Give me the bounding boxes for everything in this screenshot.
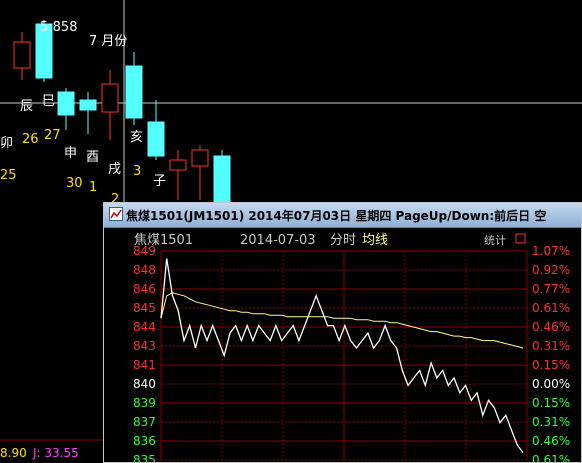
kline-annotation: 申 <box>64 146 78 161</box>
stats-toggle-box[interactable] <box>515 233 526 244</box>
price-tick-label: 848 <box>133 263 156 277</box>
kline-annotation: 辰 <box>20 99 34 114</box>
price-tick-label: 839 <box>133 396 156 410</box>
avg-line-label: 均线 <box>362 233 388 248</box>
price-tick-label: 845 <box>133 301 156 315</box>
pct-tick-label: 0.61% <box>532 301 570 315</box>
indicator-j-value: J: 33.55 <box>33 446 79 460</box>
price-tick-label: 846 <box>133 282 156 296</box>
indicator-left-value: 8.90 <box>0 446 27 460</box>
kline-annotation: 30 <box>66 176 83 191</box>
kline-candle <box>213 155 231 206</box>
kline-annotation: 25 <box>0 168 17 183</box>
pct-tick-label: 0.15% <box>532 396 570 410</box>
popup-title: 焦煤1501(JM1501) 2014年07月03日 星期四 PageUp/Do… <box>126 209 547 223</box>
kline-candle <box>169 159 187 171</box>
pct-tick-label: 0.77% <box>532 282 570 296</box>
popup-title-bar[interactable]: 焦煤1501(JM1501) 2014年07月03日 星期四 PageUp/Do… <box>104 203 581 228</box>
price-tick-label: 843 <box>133 339 156 353</box>
price-tick-label: 841 <box>133 358 156 372</box>
pct-tick-label: 0.46% <box>532 434 570 448</box>
pct-tick-label: 0.46% <box>532 320 570 334</box>
kline-annotation: 酉 <box>86 150 100 165</box>
pct-tick-label: 1.07% <box>532 244 570 258</box>
chart-symbol: 焦煤1501 <box>134 233 193 248</box>
pct-tick-label: 0.00% <box>532 377 570 391</box>
kline-candle <box>79 99 97 111</box>
price-tick-label: 844 <box>133 320 156 334</box>
kline-candle <box>147 121 165 157</box>
stats-button[interactable]: 统计 <box>484 234 506 247</box>
average-price-line <box>160 292 524 349</box>
kline-annotation: 亥 <box>130 130 144 145</box>
kline-candle <box>125 65 143 119</box>
kline-annotation: 巳 <box>42 94 56 109</box>
chart-date: 2014-07-03 <box>240 233 316 248</box>
kline-annotation: 子 <box>153 174 167 189</box>
kline-candle <box>13 41 31 69</box>
kline-annotation: 戌 <box>108 162 122 177</box>
kline-annotation: 26 <box>22 132 39 147</box>
price-tick-label: 840 <box>133 377 156 391</box>
kline-annotation: 3 <box>133 164 142 179</box>
pct-tick-label: 0.15% <box>532 358 570 372</box>
kline-annotation: 7 月份 <box>89 34 128 49</box>
price-tick-label: 837 <box>133 415 156 429</box>
kline-annotation: 1 <box>89 180 98 195</box>
kline-candle <box>35 23 53 79</box>
chart-mode: 分时 <box>330 233 356 248</box>
kline-annotation: 5:858 <box>40 20 78 35</box>
kline-annotation: 2 <box>111 192 120 207</box>
intraday-popup-window[interactable]: 焦煤1501(JM1501) 2014年07月03日 星期四 PageUp/Do… <box>103 202 582 463</box>
price-tick-label: 835 <box>133 453 156 462</box>
kline-candle <box>101 83 119 113</box>
kline-candle <box>57 91 75 116</box>
pct-tick-label: 0.92% <box>532 263 570 277</box>
pct-tick-label: 0.31% <box>532 339 570 353</box>
price-tick-label: 836 <box>133 434 156 448</box>
chart-window-icon <box>109 207 123 221</box>
kline-candle <box>191 149 209 167</box>
pct-tick-label: 0.31% <box>532 415 570 429</box>
price-line <box>160 258 524 453</box>
price-tick-label: 849 <box>133 244 156 258</box>
kline-annotation: 27 <box>44 128 61 143</box>
intraday-chart: 焦煤1501 2014-07-03 分时 均线 统计 849 1.07% 848 0.… <box>133 233 570 462</box>
kline-annotation: 卯 <box>0 136 14 151</box>
pct-tick-label: 0.61% <box>532 453 570 462</box>
